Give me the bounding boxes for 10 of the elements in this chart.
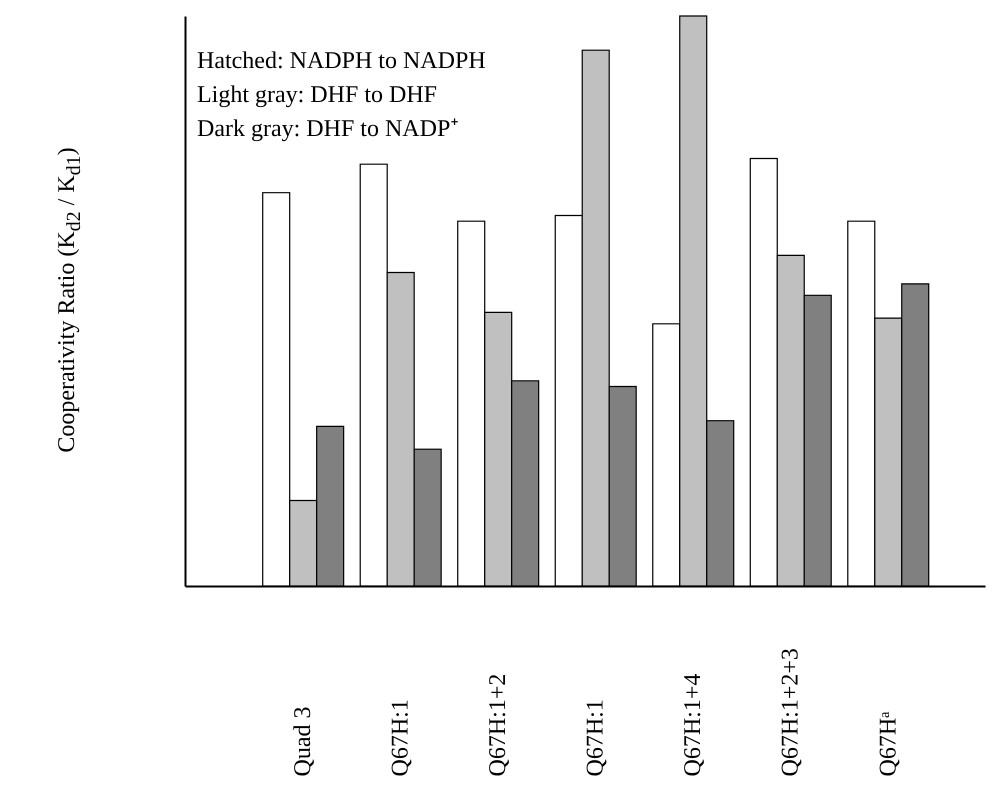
x-tick-label: Q67H:1+2+3	[778, 648, 804, 776]
x-tick-label: Q67H:1+2	[485, 674, 512, 776]
x-tick-label: Quad 3	[290, 706, 316, 776]
annotation: Hatched: NADPH to NADPH	[197, 48, 486, 74]
annotation: Light gray: DHF to DHF	[197, 82, 437, 108]
x-tick-label: Q67H:1	[388, 699, 414, 776]
x-tick-label: Q67Hᵃ	[875, 710, 902, 776]
x-tick-label: Q67H:1+4	[680, 674, 706, 776]
x-tick-label: Q67H:1	[582, 699, 609, 776]
annotation: Dark gray: DHF to NADP⁺	[197, 116, 458, 142]
